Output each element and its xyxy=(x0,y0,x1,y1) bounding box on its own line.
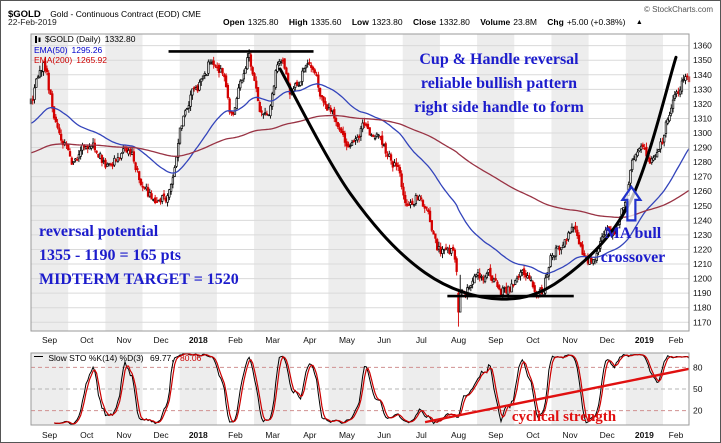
instrument-title: Gold - Continuous Contract (EOD) CME xyxy=(50,9,201,19)
svg-text:1270: 1270 xyxy=(693,172,712,182)
quote-high: High 1335.60 xyxy=(288,17,342,27)
svg-text:2018: 2018 xyxy=(189,430,208,440)
svg-text:Feb: Feb xyxy=(228,430,243,440)
svg-text:1340: 1340 xyxy=(693,70,712,80)
svg-text:Oct: Oct xyxy=(80,335,94,345)
svg-text:Jun: Jun xyxy=(377,430,391,440)
svg-text:Nov: Nov xyxy=(116,430,132,440)
svg-text:Jul: Jul xyxy=(416,335,427,345)
svg-text:1300: 1300 xyxy=(693,128,712,138)
svg-text:1240: 1240 xyxy=(693,215,712,225)
ema50-label: EMA(50) xyxy=(34,44,68,55)
ema50-legend-row: EMA(50) 1295.26 xyxy=(34,45,135,56)
change-up-arrow-icon: ▲ xyxy=(635,19,643,26)
svg-text:1190: 1190 xyxy=(693,288,712,298)
svg-text:80: 80 xyxy=(693,362,703,372)
svg-text:Feb: Feb xyxy=(228,335,243,345)
candlestick-icon xyxy=(34,35,42,44)
chart-header: $GOLD Gold - Continuous Contract (EOD) C… xyxy=(8,4,201,22)
main-chart-legend: $GOLD (Daily) 1332.80 EMA(50) 1295.26 EM… xyxy=(34,34,135,66)
svg-text:Sep: Sep xyxy=(488,430,503,440)
series-legend-row: $GOLD (Daily) 1332.80 xyxy=(34,34,135,45)
svg-text:Nov: Nov xyxy=(562,335,578,345)
svg-text:1180: 1180 xyxy=(693,303,712,313)
svg-text:Mar: Mar xyxy=(265,430,280,440)
svg-text:Oct: Oct xyxy=(526,430,540,440)
up-arrow-icon xyxy=(620,184,643,222)
svg-text:Aug: Aug xyxy=(451,430,466,440)
svg-text:May: May xyxy=(339,430,356,440)
symbol: $GOLD xyxy=(8,9,41,20)
svg-text:Sep: Sep xyxy=(488,335,503,345)
svg-text:1280: 1280 xyxy=(693,157,712,167)
svg-text:Feb: Feb xyxy=(669,335,684,345)
ma-crossover-annotation: MA bull crossover xyxy=(600,225,666,266)
stoch-label: Slow STO %K(14) %D(3) xyxy=(48,353,144,363)
svg-text:May: May xyxy=(339,335,356,345)
svg-text:Feb: Feb xyxy=(669,430,684,440)
svg-text:1250: 1250 xyxy=(693,201,712,211)
svg-text:Dec: Dec xyxy=(600,430,616,440)
svg-text:Apr: Apr xyxy=(303,335,316,345)
svg-text:1170: 1170 xyxy=(693,317,712,327)
stochastic-legend: Slow STO %K(14) %D(3) 69.77, 80.06 xyxy=(34,353,201,363)
svg-text:Dec: Dec xyxy=(154,335,170,345)
svg-text:1350: 1350 xyxy=(693,55,712,65)
svg-text:1320: 1320 xyxy=(693,99,712,109)
svg-text:1210: 1210 xyxy=(693,259,712,269)
svg-text:Oct: Oct xyxy=(80,430,94,440)
stoch-k-value: 69.77, xyxy=(150,353,174,363)
svg-text:1260: 1260 xyxy=(693,186,712,196)
svg-text:Oct: Oct xyxy=(526,335,540,345)
svg-text:Apr: Apr xyxy=(303,430,316,440)
quote-close: Close 1332.80 xyxy=(412,17,470,27)
quote-low: Low 1323.80 xyxy=(351,17,403,27)
series-value: 1332.80 xyxy=(104,34,136,44)
svg-text:Nov: Nov xyxy=(562,430,578,440)
ema200-value: 1265.92 xyxy=(76,55,107,65)
svg-text:2019: 2019 xyxy=(635,430,654,440)
svg-text:1200: 1200 xyxy=(693,274,712,284)
svg-text:2019: 2019 xyxy=(635,335,654,345)
quote-change: Chg +5.00 (+0.38%) xyxy=(547,17,626,27)
ema200-legend-row: EMA(200) 1265.92 xyxy=(34,55,135,66)
series-label: $GOLD (Daily) xyxy=(45,34,101,44)
svg-text:20: 20 xyxy=(693,406,703,416)
svg-text:1230: 1230 xyxy=(693,230,712,240)
svg-text:Jul: Jul xyxy=(416,430,427,440)
svg-text:2018: 2018 xyxy=(189,335,208,345)
svg-text:Aug: Aug xyxy=(451,335,466,345)
ema50-value: 1295.26 xyxy=(71,44,103,55)
cyclical-strength-annotation: cyclical strength xyxy=(511,409,617,425)
stoch-line-swatch-icon xyxy=(34,356,43,358)
svg-text:Nov: Nov xyxy=(116,335,132,345)
svg-text:Sep: Sep xyxy=(42,430,57,440)
cup-handle-annotation: Cup & Handle reversal reliable bullish p… xyxy=(414,51,584,116)
svg-text:Jun: Jun xyxy=(377,335,391,345)
svg-text:1330: 1330 xyxy=(693,84,712,94)
quote-volume: Volume 23.8M xyxy=(480,17,537,27)
svg-text:Mar: Mar xyxy=(265,335,280,345)
copyright: © StockCharts.com xyxy=(643,5,713,14)
svg-text:1290: 1290 xyxy=(693,143,712,153)
reversal-target-annotation: reversal potential 1355 - 1190 = 165 pts… xyxy=(39,223,239,288)
svg-text:50: 50 xyxy=(693,384,703,394)
svg-text:Dec: Dec xyxy=(600,335,616,345)
stoch-d-value: 80.06 xyxy=(180,353,202,363)
svg-text:1310: 1310 xyxy=(693,113,712,123)
svg-text:Dec: Dec xyxy=(154,430,170,440)
quote-bar: Open 1325.80 High 1335.60 Low 1323.80 Close… xyxy=(223,17,643,27)
svg-text:1360: 1360 xyxy=(693,41,712,51)
svg-text:Sep: Sep xyxy=(42,335,57,345)
svg-text:1220: 1220 xyxy=(693,244,712,254)
ema200-label: EMA(200) xyxy=(34,55,73,65)
quote-open: Open 1325.80 xyxy=(223,17,279,27)
chart-date: 22-Feb-2019 xyxy=(8,17,57,27)
